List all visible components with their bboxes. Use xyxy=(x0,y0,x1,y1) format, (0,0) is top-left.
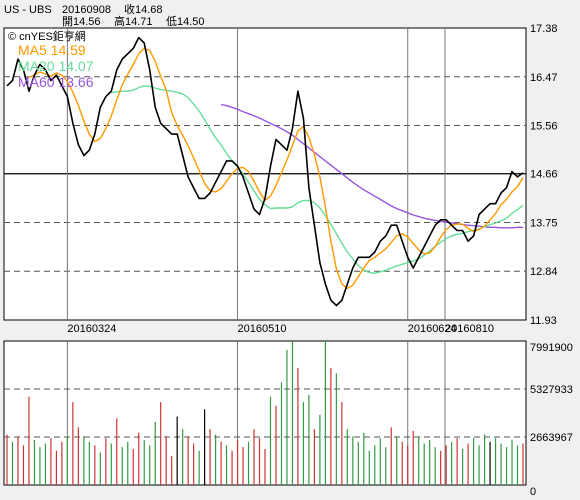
legend: © cnYES鉅亨網 MA5 14.59 MA20 14.07 MA60 13.… xyxy=(8,29,94,90)
close-price-label: 收14.68 xyxy=(124,4,163,16)
price-y-axis: 17.38 16.47 15.56 14.66 13.75 12.84 11.93 xyxy=(530,23,558,327)
high-price-label: 高14.71 xyxy=(114,16,153,28)
price-series xyxy=(6,36,524,307)
x-tick-label: 20160810 xyxy=(445,323,494,335)
price-y-tick-label: 15.56 xyxy=(530,121,558,133)
ma20-line xyxy=(111,85,524,275)
open-price-label: 開14.56 xyxy=(62,16,101,28)
x-tick-label: 20160624 xyxy=(408,323,457,335)
price-y-tick-label: 11.93 xyxy=(530,315,557,327)
volume-y-tick-label: 0 xyxy=(530,486,536,498)
quote-header: US - UBS 20160908 收14.68 開14.56 高14.71 低… xyxy=(0,0,580,30)
symbol-label: US - UBS xyxy=(4,4,52,16)
volume-bars xyxy=(6,341,524,485)
volume-y-tick-label: 2663967 xyxy=(530,432,573,444)
volume-y-tick-label: 5327933 xyxy=(530,384,573,396)
close-line xyxy=(6,36,524,307)
date-label: 20160908 xyxy=(62,4,111,16)
ma60-line xyxy=(220,103,523,229)
price-y-tick-label: 14.66 xyxy=(530,169,558,181)
price-y-tick-label: 16.47 xyxy=(530,72,558,84)
legend-ma5: MA5 14.59 xyxy=(18,42,86,58)
volume-y-tick-label: 7991900 xyxy=(530,342,573,354)
price-y-tick-label: 17.38 xyxy=(530,23,558,35)
price-panel: 17.38 16.47 15.56 14.66 13.75 12.84 11.93 2016… xyxy=(3,23,558,335)
legend-ma20: MA20 14.07 xyxy=(18,58,94,74)
x-tick-label: 20160324 xyxy=(67,323,116,335)
volume-panel: 7991900 5327933 2663967 0 xyxy=(3,340,573,498)
price-y-tick-label: 13.75 xyxy=(530,217,558,229)
x-tick-label: 20160510 xyxy=(238,323,287,335)
price-y-tick-label: 12.84 xyxy=(530,266,558,278)
volume-y-axis: 7991900 5327933 2663967 0 xyxy=(530,342,573,498)
low-price-label: 低14.50 xyxy=(166,16,205,28)
legend-ma60: MA60 13.66 xyxy=(18,74,94,90)
cnyes-source-label: © cnYES鉅亨網 xyxy=(8,29,86,43)
ma5-line xyxy=(28,47,524,290)
price-grid xyxy=(4,28,526,320)
